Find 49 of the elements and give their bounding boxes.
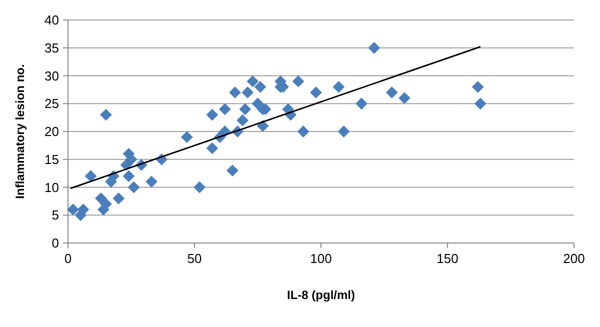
point <box>112 192 125 204</box>
y-tick-label: 20 <box>44 124 59 139</box>
point <box>236 114 249 126</box>
point <box>332 80 345 93</box>
x-axis-title: IL-8 (pgl/ml) <box>287 288 355 302</box>
point <box>122 170 135 182</box>
point <box>128 181 140 194</box>
point <box>239 103 252 116</box>
point <box>368 42 380 54</box>
point <box>310 86 322 98</box>
y-axis-title: Inflammatory lesion no. <box>13 64 27 199</box>
y-tick-label: 35 <box>44 40 59 56</box>
point <box>84 170 97 182</box>
point <box>218 103 231 116</box>
point <box>356 98 368 110</box>
point <box>229 86 241 98</box>
point <box>246 75 259 88</box>
y-tick-label: 15 <box>44 152 59 167</box>
y-tick-label: 5 <box>52 208 59 223</box>
point <box>67 204 79 216</box>
point <box>180 131 193 144</box>
point <box>206 108 218 121</box>
point <box>398 92 410 104</box>
point <box>472 80 484 93</box>
point <box>77 204 90 216</box>
y-tick-label: 0 <box>52 236 59 250</box>
x-tick-label: 200 <box>563 251 585 266</box>
point <box>146 176 158 188</box>
point <box>226 164 238 176</box>
point <box>242 86 254 98</box>
x-tick-label: 100 <box>310 251 332 266</box>
x-tick-label: 50 <box>187 251 202 266</box>
y-tick-label: 25 <box>44 96 59 112</box>
y-tick-label: 30 <box>44 68 59 84</box>
y-tick-label: 40 <box>44 12 59 28</box>
point <box>474 98 486 110</box>
point <box>100 108 112 121</box>
point <box>254 80 266 93</box>
x-tick-label: 0 <box>64 251 72 266</box>
point <box>206 142 218 154</box>
point <box>256 120 269 132</box>
point <box>297 126 310 138</box>
point <box>292 75 304 88</box>
point <box>386 86 398 98</box>
point <box>338 126 350 138</box>
point <box>252 98 264 110</box>
point <box>194 181 206 194</box>
x-tick-label: 150 <box>436 251 458 266</box>
y-tick-label: 10 <box>44 180 59 195</box>
